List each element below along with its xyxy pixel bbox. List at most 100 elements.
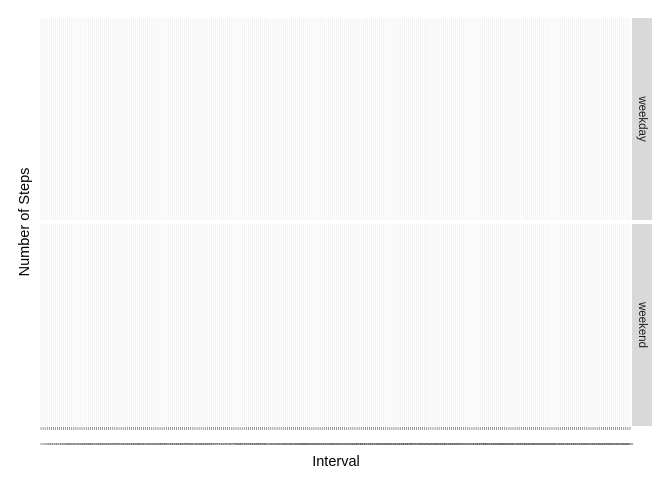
- x-tick-label: 1935: [520, 442, 527, 446]
- x-tick-label: 1220: [341, 442, 348, 446]
- x-tick-label: 110: [67, 442, 72, 446]
- x-tick-label: 1400: [382, 442, 389, 446]
- x-tick-label: 1705: [458, 442, 465, 446]
- x-tick-label: 2040: [547, 442, 554, 446]
- x-tick-label: 2315: [610, 442, 617, 446]
- x-tick-label: 1920: [514, 442, 521, 446]
- x-tick-label: 2115: [561, 442, 568, 446]
- x-tick-label: 940: [277, 442, 282, 446]
- x-tick-label: 1135: [323, 442, 330, 446]
- x-tick-label: 1410: [387, 442, 394, 446]
- x-tick-label: 735: [225, 442, 230, 446]
- x-tick-label: 235: [102, 442, 107, 446]
- x-tick-label: 1730: [469, 442, 476, 446]
- x-tick-label: 1120: [317, 442, 324, 446]
- x-tick-label: 450: [158, 442, 163, 446]
- x-tick-label: 630: [199, 442, 204, 446]
- x-tick-label: 1625: [442, 442, 449, 446]
- x-tick-label: 825: [246, 442, 251, 446]
- x-tick-label: 700: [211, 442, 216, 446]
- x-tick-label: 1255: [356, 442, 363, 446]
- x-tick-label: 1755: [479, 442, 486, 446]
- x-tick-label: 2205: [581, 442, 588, 446]
- x-tick-label: 510: [166, 442, 171, 446]
- x-tick-label: 2135: [569, 442, 576, 446]
- x-tick-label: 1840: [497, 442, 504, 446]
- x-tick-label: 1750: [477, 442, 484, 446]
- x-tick-label: 1355: [380, 442, 387, 446]
- x-tick-label: 2230: [592, 442, 599, 446]
- x-tick-label: 245: [106, 442, 111, 446]
- x-tick-label: 2245: [598, 442, 605, 446]
- x-tick-label: 120: [71, 442, 76, 446]
- x-tick-label: 330: [125, 442, 130, 446]
- x-tick-label: 1910: [510, 442, 517, 446]
- x-tick-label: 1040: [300, 442, 307, 446]
- x-tick-label: 2000: [530, 442, 537, 446]
- x-tick-label: 725: [221, 442, 226, 446]
- x-tick-label: 625: [197, 442, 202, 446]
- x-tick-label: 1915: [512, 442, 519, 446]
- x-tick-label: 140: [80, 442, 85, 446]
- x-tick-label: 2025: [540, 442, 547, 446]
- strip-weekday: weekday: [632, 18, 652, 220]
- x-tick-label: 1835: [495, 442, 502, 446]
- x-tick-label: 1030: [296, 442, 303, 446]
- x-tick-label: 410: [141, 442, 146, 446]
- x-tick-label: 2015: [536, 442, 543, 446]
- x-tick-label: 2355: [627, 442, 634, 446]
- x-tick-label: 1330: [370, 442, 377, 446]
- x-tick-label: 150: [84, 442, 89, 446]
- x-tick-label: 1200: [333, 442, 340, 446]
- x-tick-label: 950: [281, 442, 286, 446]
- x-tick-label: 805: [238, 442, 243, 446]
- x-tick-label: 2120: [563, 442, 570, 446]
- x-tick-label: 1250: [354, 442, 361, 446]
- panel-weekend-gridlines: [40, 224, 631, 426]
- strip-weekend-background: [632, 224, 652, 426]
- x-tick-label: 1950: [526, 442, 533, 446]
- x-tick-label: 230: [100, 442, 105, 446]
- x-tick-label: 830: [248, 442, 253, 446]
- x-tick-label: 1735: [471, 442, 478, 446]
- x-tick-label: 1130: [321, 442, 328, 446]
- x-tick-label: 215: [94, 442, 99, 446]
- x-tick-label: 2145: [573, 442, 580, 446]
- panel-weekday-background: [40, 18, 631, 220]
- x-tick-label: 1655: [454, 442, 461, 446]
- x-tick-label: 600: [186, 442, 191, 446]
- x-tick-label: 1335: [372, 442, 379, 446]
- x-tick-label: 145: [82, 442, 87, 446]
- x-tick-label: 1510: [411, 442, 418, 446]
- x-tick-label: 440: [153, 442, 158, 446]
- x-tick-label: 1015: [290, 442, 297, 446]
- x-tick-label: 2130: [567, 442, 574, 446]
- x-tick-label: 2320: [612, 442, 619, 446]
- x-tick-label: 1020: [292, 442, 299, 446]
- x-tick-label: 305: [114, 442, 119, 446]
- x-tick-label: 1740: [473, 442, 480, 446]
- panel-weekend-background: [40, 224, 631, 426]
- x-tick-label: 1555: [430, 442, 437, 446]
- x-tick-label: 435: [151, 442, 156, 446]
- x-tick-label: 935: [275, 442, 280, 446]
- panel-weekend: [40, 224, 631, 426]
- x-tick-label: 1855: [504, 442, 511, 446]
- x-tick-label: 2005: [532, 442, 539, 446]
- x-tick-label: 1535: [421, 442, 428, 446]
- x-tick-label: 2125: [565, 442, 572, 446]
- x-tick-label: 1210: [337, 442, 344, 446]
- x-tick-label: 2100: [555, 442, 562, 446]
- x-tick-label: 800: [236, 442, 241, 446]
- x-tick-label: 125: [73, 442, 78, 446]
- x-tick-label: 1720: [465, 442, 472, 446]
- x-tick-label: 1630: [444, 442, 451, 446]
- x-tick-label: 100: [63, 442, 68, 446]
- strip-weekday-background: [632, 18, 652, 220]
- x-tick-label: 655: [209, 442, 214, 446]
- x-tick-label: 315: [119, 442, 124, 446]
- x-tick-label: 155: [86, 442, 91, 446]
- x-tick-label: 930: [272, 442, 277, 446]
- x-tick-label: 1125: [319, 442, 326, 446]
- x-tick-label: 740: [227, 442, 232, 446]
